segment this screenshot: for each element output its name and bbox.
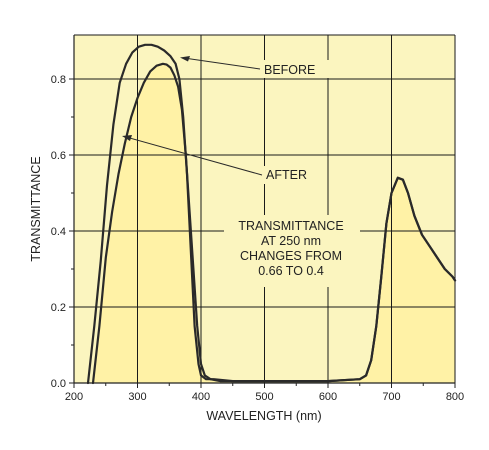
after-arrow-line xyxy=(125,136,263,176)
x-tick-label-600: 600 xyxy=(319,391,337,403)
y-tick-label-0.8: 0.8 xyxy=(51,74,66,86)
tick-labels: 200 300 400 500 600 700 800 0.0 0.2 0.4 0.6 0.8 xyxy=(51,74,464,403)
after-label-bg xyxy=(258,166,324,184)
note-line-4: 0.66 TO 0.4 xyxy=(258,264,324,278)
after-area-fill xyxy=(93,63,455,384)
note-line-1: TRANSMITTANCE xyxy=(238,219,343,233)
x-tick-label-300: 300 xyxy=(128,391,146,403)
y-tick-label-0.6: 0.6 xyxy=(51,150,66,162)
x-tick-label-700: 700 xyxy=(382,391,400,403)
series-lines xyxy=(86,43,457,385)
before-arrowhead xyxy=(180,56,190,62)
y-tick-label-0.4: 0.4 xyxy=(51,226,66,238)
note-bg xyxy=(224,215,360,287)
x-tick-label-500: 500 xyxy=(255,391,273,403)
x-tick-label-800: 800 xyxy=(446,391,464,403)
before-label-bg xyxy=(258,60,336,78)
x-tick-label-400: 400 xyxy=(192,391,210,403)
before-arrow-line xyxy=(183,57,261,70)
x-tick-label-200: 200 xyxy=(65,391,83,403)
y-axis-label: TRANSMITTANCE xyxy=(29,156,43,261)
transmittance-fill-layer xyxy=(93,63,455,384)
y-tick-label-0.2: 0.2 xyxy=(51,302,66,314)
after-annotation: AFTER xyxy=(266,168,307,182)
y-tick-label-0.0: 0.0 xyxy=(51,378,66,390)
after-series-line xyxy=(91,62,457,385)
axes xyxy=(69,35,456,388)
note-line-3: CHANGES FROM xyxy=(240,249,342,263)
after-arrowhead xyxy=(122,135,132,141)
note-line-2: AT 250 nm xyxy=(261,234,321,248)
x-axis-label: WAVELENGTH (nm) xyxy=(206,409,321,423)
before-annotation: BEFORE xyxy=(264,63,315,77)
